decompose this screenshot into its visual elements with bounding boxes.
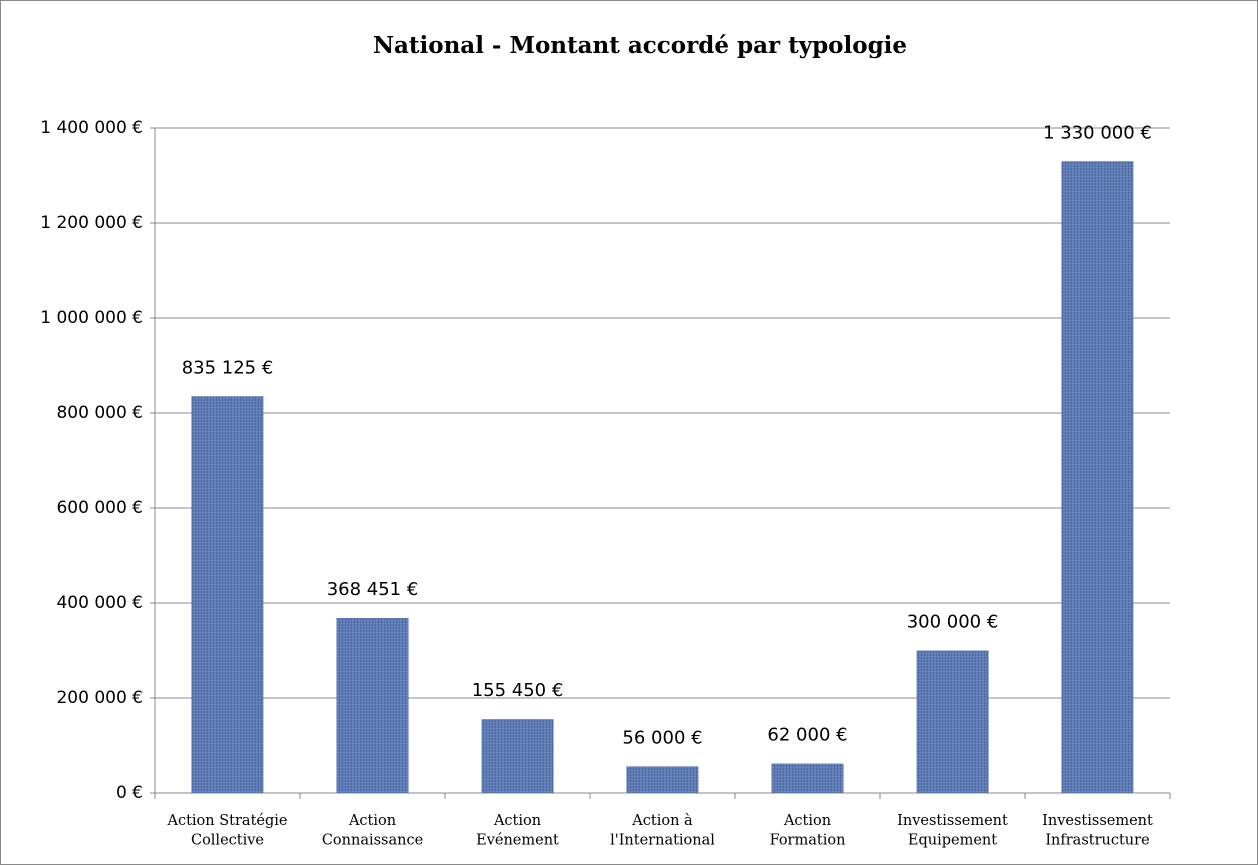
chart-title: National - Montant accordé par typologie	[373, 32, 907, 59]
data-label: 835 125 €	[182, 357, 274, 378]
y-tick-label: 1 400 000 €	[40, 118, 143, 138]
data-label: 56 000 €	[622, 727, 702, 748]
x-tick-label: Action Formation	[770, 813, 846, 849]
y-tick-label: 0 €	[116, 783, 143, 803]
y-tick-label: 200 000 €	[56, 688, 143, 708]
bar-texture	[626, 766, 699, 793]
y-tick-label: 1 200 000 €	[40, 213, 143, 233]
y-tick-label: 1 000 000 €	[40, 308, 143, 328]
y-tick-label: 600 000 €	[56, 498, 143, 518]
bar-texture	[336, 617, 409, 793]
data-label: 155 450 €	[472, 680, 564, 701]
data-label: 1 330 000 €	[1043, 122, 1152, 143]
data-label: 368 451 €	[327, 579, 419, 600]
bar-texture	[481, 719, 554, 793]
x-tick-label: Investissement Equipement	[897, 813, 1008, 849]
bar-texture	[771, 763, 844, 793]
data-label: 300 000 €	[907, 612, 999, 633]
x-tick-label: Investissement Infrastructure	[1042, 813, 1153, 849]
bar-texture	[1061, 161, 1134, 793]
bar-texture	[191, 396, 264, 793]
x-tick-label: Action Connaissance	[322, 813, 423, 849]
x-tick-label: Action Evénement	[476, 813, 559, 849]
data-label: 62 000 €	[767, 725, 847, 746]
x-tick-label: Action à l'International	[610, 812, 715, 849]
bar-texture	[916, 650, 989, 793]
y-tick-label: 800 000 €	[56, 403, 143, 423]
x-tick-label: Action Stratégie Collective	[167, 813, 288, 849]
y-tick-label: 400 000 €	[56, 593, 143, 613]
